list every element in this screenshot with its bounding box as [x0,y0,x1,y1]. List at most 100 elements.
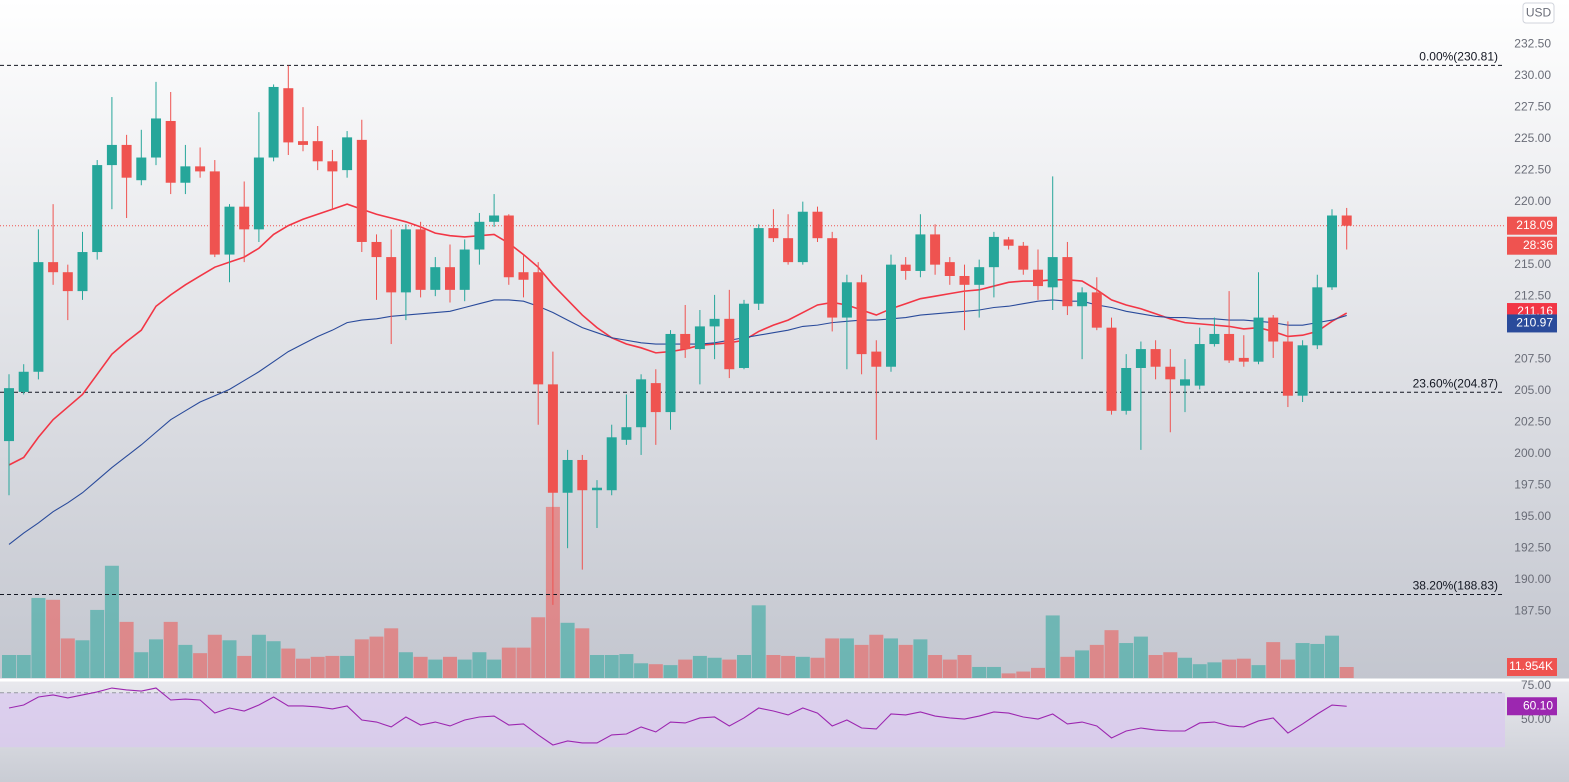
volume-bar [398,652,413,678]
candle-body [1003,239,1014,246]
volume-bar [707,657,722,678]
volume-bar [722,659,737,678]
candle-body [489,215,500,222]
candle-body [136,157,147,181]
candle-body [827,238,838,318]
volume-bar [193,653,208,678]
volume-bar [957,655,972,678]
volume-bar [1133,636,1148,678]
candle-body [1165,366,1176,380]
volume-bar [766,655,781,678]
volume-bar [634,663,649,678]
candle-body [224,206,235,255]
y-tick-label: 215.00 [1514,257,1551,271]
volume-label: 11.954K [1509,659,1553,673]
candle-body [592,487,602,491]
plot: 232.50 230.00 227.50 225.00 222.50 220.00 215.… [0,36,1557,748]
candle-body [944,262,955,276]
candle-body [283,88,294,143]
currency-button[interactable] [1522,2,1555,24]
volume-bar [457,659,472,678]
volume-bar [972,666,987,678]
rsi-line [8,687,1347,746]
volume-bar [1222,659,1237,678]
candle-body [195,166,206,172]
volume-bar [1001,673,1016,678]
candle-body [503,215,514,278]
volume-bar [942,659,957,678]
rsi-tick-label: 75.00 [1521,678,1551,692]
candle-body [562,459,573,493]
volume-bar [413,656,428,678]
volume-bar [1295,643,1310,678]
candle-body [298,141,308,145]
candle-body [415,229,426,290]
volume-bar [1192,664,1207,678]
candle-body [1150,349,1161,367]
volume-bar [854,644,869,678]
currency[interactable]: USD [1526,6,1552,20]
countdown-box [1507,236,1557,255]
volume-bar [134,652,149,678]
candle-body [900,264,911,271]
ma-label-box [1507,314,1557,333]
candle-body [812,211,823,239]
candle-body [1209,333,1220,345]
candle-body [621,427,632,440]
candle-body [768,228,779,239]
volume-bar [281,648,296,678]
candle-body [1033,269,1043,287]
y-tick-label: 187.50 [1514,603,1551,617]
candle-body [636,379,647,428]
candle-body [577,459,588,491]
volume-bar [663,665,678,678]
volume-bar [1089,644,1104,678]
volume-bar [354,639,369,678]
volume-bar [531,617,546,678]
candle-body [239,206,250,230]
candle-body [753,228,764,304]
candle-body [1224,333,1235,361]
candle-body [1062,257,1073,307]
volume-bar [751,605,766,678]
candle-body [988,236,999,268]
volume-bar [1236,658,1251,678]
candle-body [1297,345,1308,396]
candle-body [1282,341,1293,396]
volume-bar [1045,615,1060,678]
volume-bar [1178,657,1192,678]
volume-bar [325,655,340,678]
candle-body [474,221,485,250]
volume-bar [678,659,693,678]
volume-bar [119,621,134,678]
candle-body [930,234,941,265]
ma-label: 210.97 [1516,316,1553,330]
volume-bar [825,638,840,678]
moving-average [8,203,1348,466]
last-price-label: 218.09 [1516,218,1553,232]
volume-bar [1163,652,1178,678]
volume-bar [884,638,898,678]
y-tick-label: 212.50 [1514,288,1551,302]
volume-bar [1060,656,1075,678]
candle-body [606,437,617,491]
y-tick-label: 190.00 [1514,572,1551,586]
candle-body [1018,245,1029,270]
candle-body [4,388,14,442]
volume-bar [928,655,943,678]
price-pane [0,0,1569,680]
volume-bar [604,655,619,678]
candle-body [1312,287,1323,346]
volume-bar [1325,635,1339,678]
candle-body [209,171,220,255]
volume-bar [296,658,310,678]
volume-bar [428,659,443,678]
candle-body [783,238,794,263]
candle-body [1238,357,1249,362]
candle-body [650,383,661,413]
candle-body [974,267,985,285]
volume-bar [443,656,457,678]
candle-body [386,257,397,293]
volume-bar [340,655,355,678]
